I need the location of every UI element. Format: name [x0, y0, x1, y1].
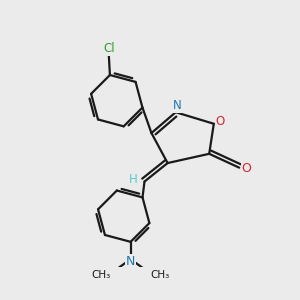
- Text: CH₃: CH₃: [151, 270, 170, 280]
- Text: Cl: Cl: [103, 42, 115, 55]
- Text: O: O: [241, 162, 251, 175]
- Text: N: N: [172, 99, 181, 112]
- Text: O: O: [216, 116, 225, 128]
- Text: CH₃: CH₃: [92, 270, 111, 280]
- Text: N: N: [126, 255, 135, 268]
- Text: H: H: [129, 173, 138, 186]
